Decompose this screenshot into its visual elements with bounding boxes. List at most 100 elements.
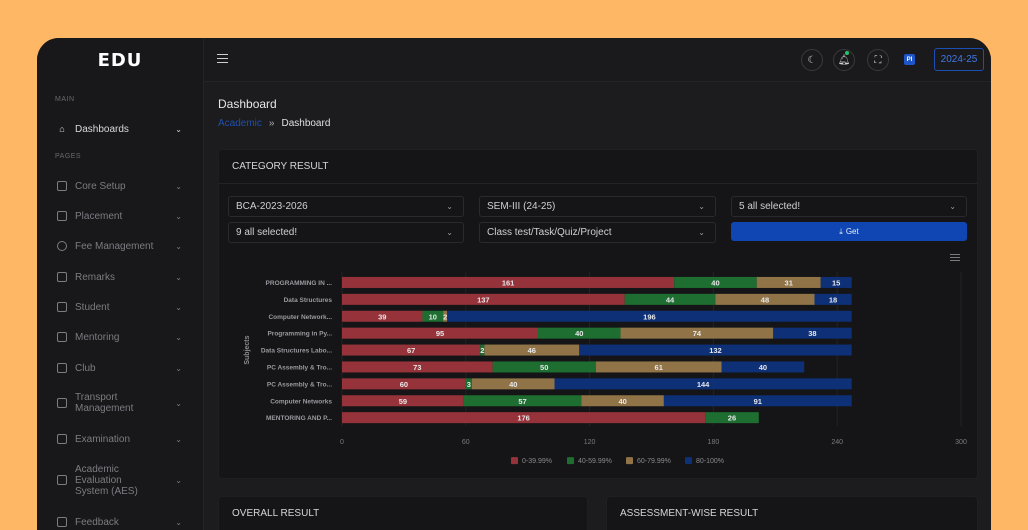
breadcrumb-separator: » — [268, 118, 275, 129]
assessment-wise-result-card: ASSESSMENT-WISE RESULT — [606, 496, 978, 530]
sidebar-item-fee-management[interactable]: Fee Management ⌄ — [37, 236, 204, 256]
remarks-icon — [57, 272, 67, 282]
bar-data-label: 40 — [575, 329, 583, 338]
bar-data-label: 91 — [754, 397, 762, 406]
chevron-down-icon: ⌄ — [175, 517, 182, 527]
bar-data-label: 40 — [618, 397, 626, 406]
sidebar-item-placement[interactable]: Placement ⌄ — [37, 206, 204, 226]
bar-data-label: 31 — [785, 278, 793, 287]
bar-data-label: 39 — [378, 312, 386, 321]
app-logo[interactable]: EDU — [97, 49, 143, 71]
bar-segment — [581, 395, 664, 407]
sidebar-item-core-setup[interactable]: Core Setup ⌄ — [37, 176, 204, 196]
bar-segment — [705, 412, 759, 424]
card-title: ASSESSMENT-WISE RESULT — [607, 497, 977, 530]
bar-segment — [342, 327, 539, 339]
profile-avatar[interactable]: PI — [904, 54, 915, 65]
bar-data-label: 161 — [502, 278, 515, 287]
bar-data-label: 2 — [443, 312, 447, 321]
sidebar-item-feedback[interactable]: Feedback ⌄ — [37, 512, 204, 530]
sidebar-item-remarks[interactable]: Remarks ⌄ — [37, 267, 204, 287]
academic-year-button[interactable]: 2024-25 — [934, 48, 984, 71]
subjects-multiselect[interactable]: 5 all selected! ⌄ — [731, 196, 967, 217]
bar-data-label: 48 — [761, 295, 769, 304]
sidebar-item-transport[interactable]: Transport Management ⌄ — [37, 390, 204, 416]
bar-data-label: 60 — [400, 380, 408, 389]
card-title: OVERALL RESULT — [219, 497, 587, 530]
category-label: MENTORING AND P... — [266, 415, 332, 422]
chevron-down-icon: ⌄ — [175, 475, 182, 485]
sidebar-item-mentoring[interactable]: Mentoring ⌄ — [37, 327, 204, 347]
x-tick-label: 0 — [340, 439, 344, 446]
chevron-down-icon: ⌄ — [175, 332, 182, 342]
theme-toggle-icon[interactable]: ☾ — [801, 49, 823, 71]
app-window: EDU MAIN ⌂ Dashboards ⌄ PAGES Core Setup… — [37, 38, 991, 530]
notification-bell-icon[interactable]: 🔔︎ — [833, 49, 855, 71]
legend-label: 40-59.99% — [578, 458, 612, 465]
bar-segment — [674, 276, 757, 288]
bar-data-label: 132 — [709, 346, 722, 355]
bar-data-label: 95 — [436, 329, 444, 338]
sidebar-item-label: Dashboards — [75, 123, 129, 135]
sidebar-item-label: Remarks — [75, 271, 116, 283]
sidebar-item-label: Transport Management — [75, 392, 134, 414]
bar-segment — [814, 293, 852, 305]
bar-segment — [342, 412, 706, 424]
bar-segment — [465, 378, 472, 390]
overall-result-card: OVERALL RESULT — [218, 496, 588, 530]
sidebar-item-student[interactable]: Student ⌄ — [37, 297, 204, 317]
bar-segment — [538, 327, 621, 339]
bar-segment — [756, 276, 821, 288]
program-select[interactable]: BCA-2023-2026 ⌄ — [228, 196, 464, 217]
bar-segment — [492, 361, 596, 373]
chevron-down-icon: ⌄ — [175, 124, 182, 134]
legend-label: 80-100% — [696, 458, 724, 465]
chevron-down-icon: ⌄ — [175, 241, 182, 251]
page-title: Dashboard — [218, 97, 277, 111]
category-result-card: CATEGORY RESULT BCA-2023-2026 ⌄ SEM-III … — [218, 149, 978, 479]
x-tick-label: 60 — [462, 439, 470, 446]
notification-dot — [845, 51, 849, 55]
bar-segment — [463, 395, 582, 407]
bar-data-label: 144 — [697, 380, 710, 389]
category-label: PROGRAMMING IN ... — [266, 280, 333, 287]
bar-data-label: 50 — [540, 363, 548, 372]
category-label: Data Structures Labo... — [261, 348, 332, 355]
semester-select[interactable]: SEM-III (24-25) ⌄ — [479, 196, 716, 217]
assessment-type-select[interactable]: Class test/Task/Quiz/Project ⌄ — [479, 222, 716, 243]
sidebar-item-label: Academic Evaluation System (AES) — [75, 463, 138, 497]
sidebar-item-label: Examination — [75, 433, 131, 445]
menu-toggle-icon[interactable] — [217, 54, 228, 66]
chart-menu-icon[interactable] — [950, 254, 960, 263]
bar-data-label: 44 — [666, 295, 675, 304]
bar-segment — [595, 361, 722, 373]
legend-swatch — [567, 457, 574, 465]
fullscreen-icon[interactable]: ⛶ — [867, 49, 889, 71]
category-label: PC Assembly & Tro... — [267, 364, 332, 371]
chevron-down-icon: ⌄ — [175, 302, 182, 312]
sections-multiselect[interactable]: 9 all selected! ⌄ — [228, 222, 464, 243]
bar-segment — [721, 361, 805, 373]
get-button[interactable]: ⤓ Get — [731, 222, 967, 241]
select-value: Class test/Task/Quiz/Project — [487, 227, 612, 238]
bar-data-label: 10 — [429, 312, 437, 321]
sidebar-item-label: Placement — [75, 210, 123, 222]
sidebar: EDU MAIN ⌂ Dashboards ⌄ PAGES Core Setup… — [37, 38, 204, 530]
sidebar-item-dashboards[interactable]: ⌂ Dashboards ⌄ — [37, 119, 204, 139]
chevron-down-icon: ⌄ — [175, 181, 182, 191]
breadcrumb-academic-link[interactable]: Academic — [218, 118, 262, 129]
select-value: SEM-III (24-25) — [487, 201, 556, 212]
sidebar-item-label: Mentoring — [75, 331, 120, 343]
legend-swatch — [685, 457, 692, 465]
bar-segment — [443, 310, 448, 322]
bar-segment — [773, 327, 852, 339]
bar-segment — [820, 276, 852, 288]
bar-data-label: 61 — [655, 363, 663, 372]
chevron-down-icon: ⌄ — [949, 202, 956, 211]
chevron-down-icon: ⌄ — [698, 202, 705, 211]
sidebar-item-examination[interactable]: Examination ⌄ — [37, 429, 204, 449]
sidebar-item-club[interactable]: Club ⌄ — [37, 358, 204, 378]
sidebar-item-aes[interactable]: Academic Evaluation System (AES) ⌄ — [37, 462, 204, 498]
category-label: Computer Network... — [268, 314, 332, 321]
